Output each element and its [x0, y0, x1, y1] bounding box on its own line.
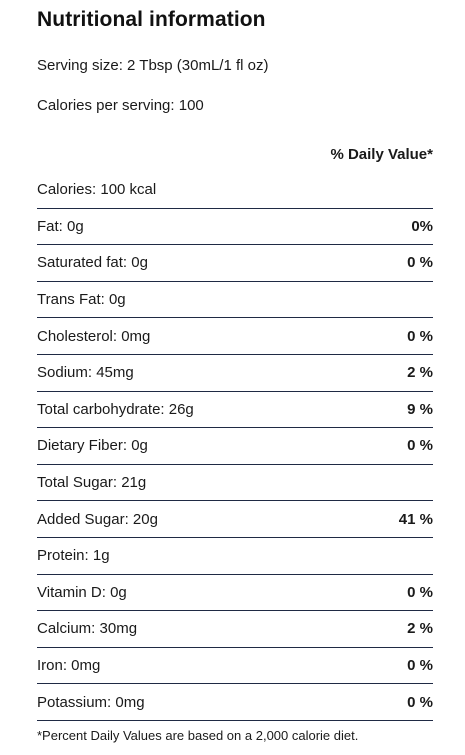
nutrient-label: Vitamin D: 0g [37, 583, 127, 601]
nutrient-label: Total Sugar: 21g [37, 474, 147, 492]
nutrition-row-sodium: Sodium: 45mg 2 % [37, 355, 433, 392]
nutrition-row-fat: Fat: 0g 0% [37, 209, 433, 246]
nutrition-row-vitamin-d: Vitamin D: 0g 0 % [37, 575, 433, 612]
footnote: *Percent Daily Values are based on a 2,0… [37, 728, 359, 743]
nutrient-label: Calories: 100 kcal [37, 181, 157, 199]
daily-value-header: % Daily Value* [330, 146, 433, 163]
nutrient-label: Saturated fat: 0g [37, 254, 148, 272]
nutrient-label: Protein: 1g [37, 547, 110, 565]
nutrition-row-total-carbohydrate: Total carbohydrate: 26g 9 % [37, 392, 433, 429]
daily-value: 9 % [407, 400, 433, 418]
nutrient-label: Calcium: 30mg [37, 620, 138, 638]
nutrition-row-potassium: Potassium: 0mg 0 % [37, 684, 433, 721]
nutrient-label: Dietary Fiber: 0g [37, 437, 148, 455]
nutrient-label: Iron: 0mg [37, 657, 101, 675]
daily-value: 0 % [407, 693, 433, 711]
nutrient-label: Fat: 0g [37, 217, 84, 235]
daily-value: 2 % [407, 620, 433, 638]
nutrition-row-calories: Calories: 100 kcal [37, 172, 433, 209]
daily-value: 0 % [407, 657, 433, 675]
nutrition-row-trans-fat: Trans Fat: 0g [37, 282, 433, 319]
daily-value: 0 % [407, 254, 433, 272]
nutrition-table: Calories: 100 kcal Fat: 0g 0% Saturated … [37, 172, 433, 721]
page-title: Nutritional information [37, 8, 266, 31]
calories-per-serving: Calories per serving: 100 [37, 97, 204, 114]
daily-value: 0 % [407, 583, 433, 601]
daily-value: 0% [411, 217, 433, 235]
nutrient-label: Trans Fat: 0g [37, 291, 126, 309]
nutrient-label: Total carbohydrate: 26g [37, 400, 194, 418]
nutrient-label: Potassium: 0mg [37, 693, 145, 711]
nutrition-row-dietary-fiber: Dietary Fiber: 0g 0 % [37, 428, 433, 465]
nutrition-row-protein: Protein: 1g [37, 538, 433, 575]
nutrition-row-cholesterol: Cholesterol: 0mg 0 % [37, 318, 433, 355]
nutrition-row-calcium: Calcium: 30mg 2 % [37, 611, 433, 648]
daily-value: 0 % [407, 437, 433, 455]
serving-size: Serving size: 2 Tbsp (30mL/1 fl oz) [37, 57, 269, 74]
nutrition-row-total-sugar: Total Sugar: 21g [37, 465, 433, 502]
nutrition-row-added-sugar: Added Sugar: 20g 41 % [37, 501, 433, 538]
nutrition-row-iron: Iron: 0mg 0 % [37, 648, 433, 685]
daily-value: 41 % [398, 510, 433, 528]
nutrient-label: Added Sugar: 20g [37, 510, 158, 528]
nutrition-row-saturated-fat: Saturated fat: 0g 0 % [37, 245, 433, 282]
daily-value: 0 % [407, 327, 433, 345]
nutrient-label: Sodium: 45mg [37, 364, 134, 382]
daily-value: 2 % [407, 364, 433, 382]
nutrient-label: Cholesterol: 0mg [37, 327, 151, 345]
